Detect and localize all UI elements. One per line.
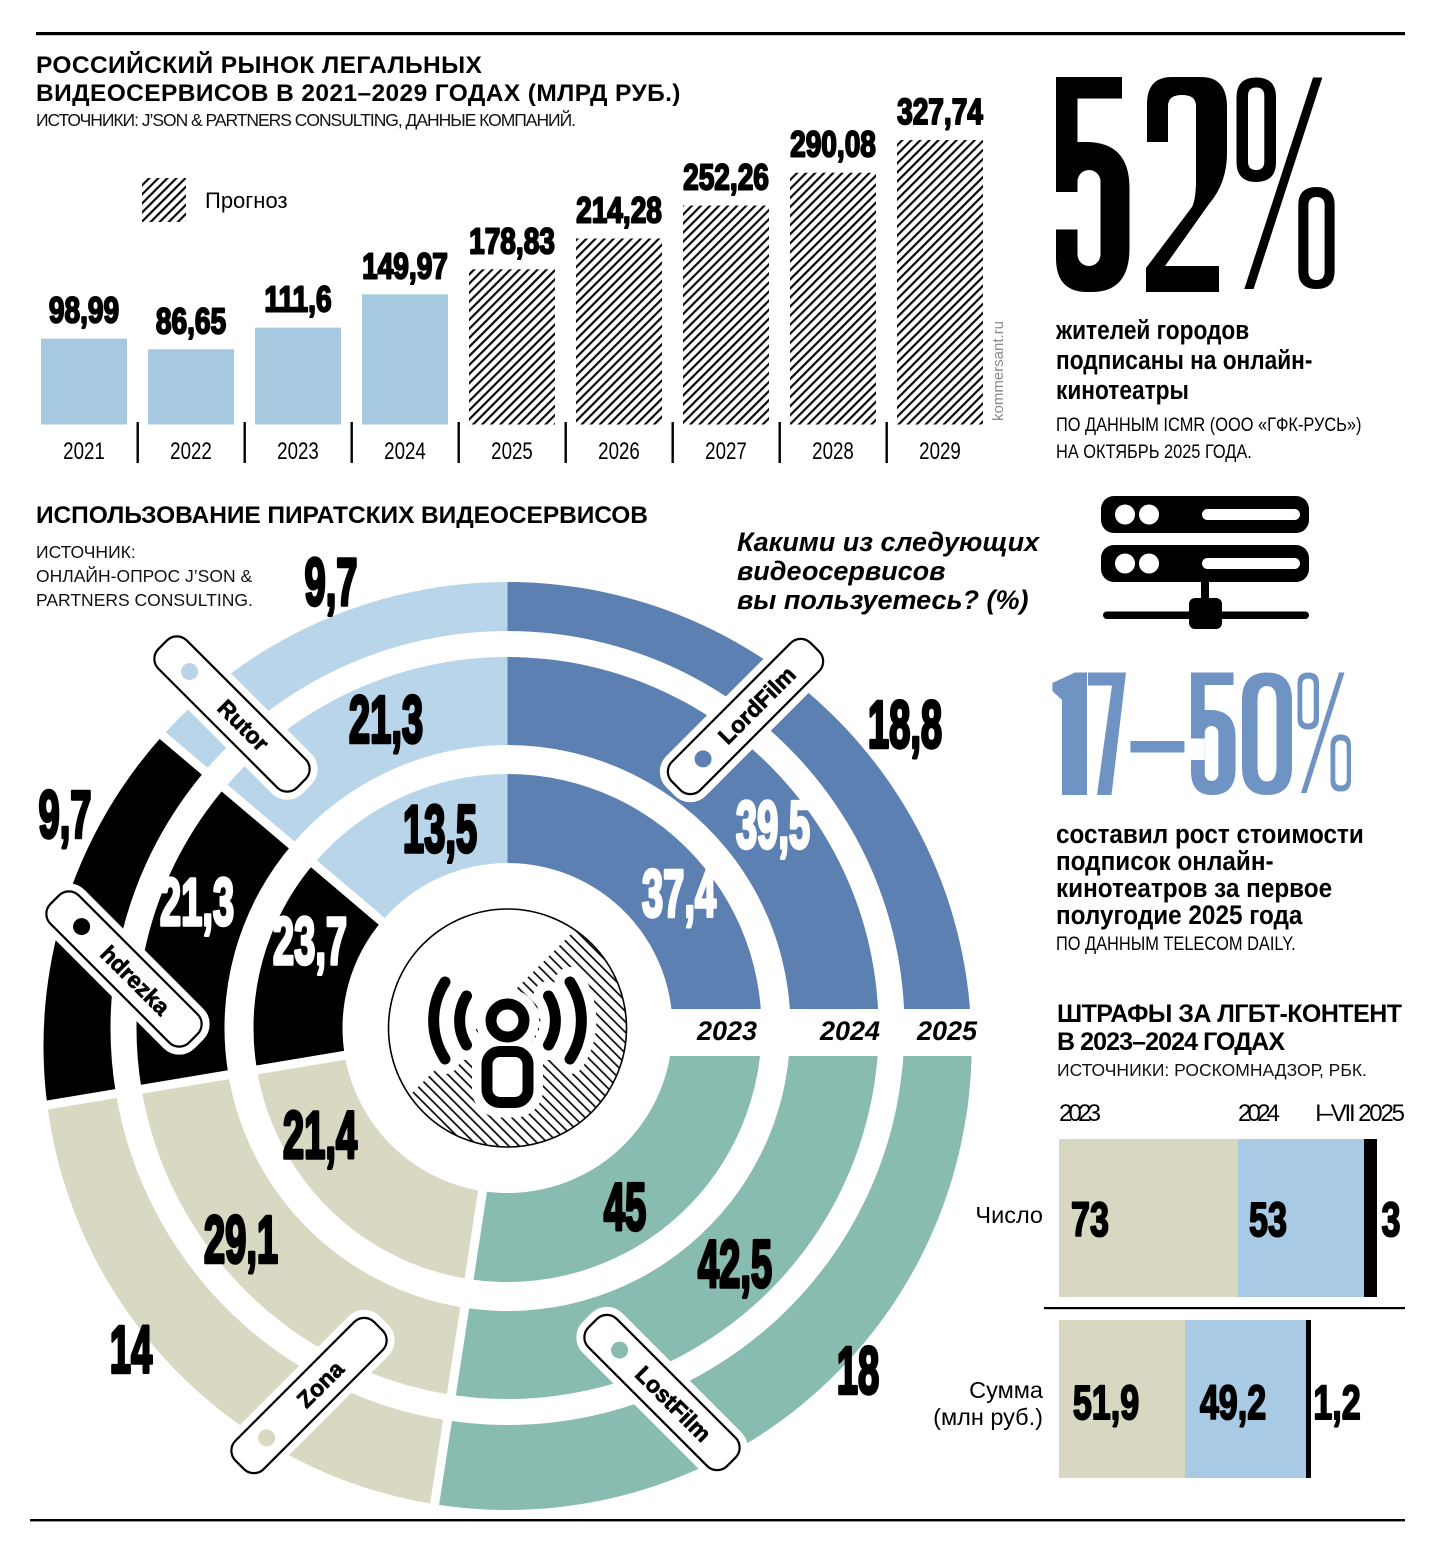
svg-text:2024: 2024 xyxy=(384,438,426,465)
svg-text:подписаны на онлайн-: подписаны на онлайн- xyxy=(1056,345,1312,375)
svg-text:51,9: 51,9 xyxy=(1073,1375,1139,1429)
svg-text:39,5: 39,5 xyxy=(736,788,810,863)
svg-text:290,08: 290,08 xyxy=(790,124,876,164)
svg-text:Сумма: Сумма xyxy=(969,1377,1044,1403)
svg-text:2028: 2028 xyxy=(812,438,854,465)
svg-text:327,74: 327,74 xyxy=(897,92,983,132)
svg-text:3: 3 xyxy=(1382,1192,1401,1246)
svg-text:ИСТОЧНИКИ: РОСКОМНАДЗОР, РБК.: ИСТОЧНИКИ: РОСКОМНАДЗОР, РБК. xyxy=(1057,1060,1367,1080)
svg-text:149,97: 149,97 xyxy=(362,246,448,286)
svg-text:ИСТОЧНИК:: ИСТОЧНИК: xyxy=(36,542,136,562)
svg-text:кинотеатров за первое: кинотеатров за первое xyxy=(1056,874,1332,903)
svg-text:ИСПОЛЬЗОВАНИЕ ПИРАТСКИХ ВИДЕОС: ИСПОЛЬЗОВАНИЕ ПИРАТСКИХ ВИДЕОСЕРВИСОВ xyxy=(36,502,648,529)
svg-text:9,7: 9,7 xyxy=(38,777,91,852)
svg-text:ОНЛАЙН-ОПРОС J’SON &: ОНЛАЙН-ОПРОС J’SON & xyxy=(36,565,252,586)
svg-text:214,28: 214,28 xyxy=(576,190,662,230)
svg-text:18,8: 18,8 xyxy=(868,687,942,762)
svg-text:45: 45 xyxy=(604,1170,646,1245)
svg-text:РОССИЙСКИЙ РЫНОК ЛЕГАЛЬНЫХ: РОССИЙСКИЙ РЫНОК ЛЕГАЛЬНЫХ xyxy=(36,51,483,79)
svg-text:13,5: 13,5 xyxy=(403,792,477,867)
svg-text:53: 53 xyxy=(1249,1192,1287,1246)
svg-text:2023: 2023 xyxy=(277,438,319,465)
svg-text:2021: 2021 xyxy=(63,438,105,465)
svg-text:подписок онлайн-: подписок онлайн- xyxy=(1056,847,1274,876)
svg-text:2026: 2026 xyxy=(598,438,640,465)
svg-text:73: 73 xyxy=(1071,1192,1109,1246)
svg-text:21,3: 21,3 xyxy=(160,865,234,940)
svg-text:111,6: 111,6 xyxy=(264,279,331,319)
svg-text:(млн руб.): (млн руб.) xyxy=(933,1404,1043,1430)
svg-text:видеосервисов: видеосервисов xyxy=(737,556,945,586)
svg-text:ВИДЕОСЕРВИСОВ В 2021–2029 ГОДА: ВИДЕОСЕРВИСОВ В 2021–2029 ГОДАХ (МЛРД РУ… xyxy=(36,80,681,107)
svg-text:18: 18 xyxy=(837,1333,879,1408)
svg-text:Прогноз: Прогноз xyxy=(205,188,288,213)
svg-text:Число: Число xyxy=(975,1202,1043,1228)
svg-text:В 2023–2024 ГОДАХ: В 2023–2024 ГОДАХ xyxy=(1057,1028,1285,1056)
svg-text:86,65: 86,65 xyxy=(156,301,226,341)
svg-text:178,83: 178,83 xyxy=(469,221,555,261)
svg-text:29,1: 29,1 xyxy=(204,1202,278,1277)
svg-text:42,5: 42,5 xyxy=(698,1227,772,1302)
svg-text:полугодие 2025 года: полугодие 2025 года xyxy=(1056,901,1303,930)
svg-text:21,3: 21,3 xyxy=(349,682,423,757)
svg-text:ИСТОЧНИКИ: J’SON & PARTNERS CO: ИСТОЧНИКИ: J’SON & PARTNERS CONSULTING, … xyxy=(36,109,576,130)
svg-text:2024: 2024 xyxy=(819,1016,880,1046)
svg-text:252,26: 252,26 xyxy=(683,157,769,197)
svg-text:14: 14 xyxy=(110,1312,153,1387)
svg-text:I–VII 2025: I–VII 2025 xyxy=(1315,1100,1405,1127)
svg-text:21,4: 21,4 xyxy=(283,1098,358,1173)
svg-text:37,4: 37,4 xyxy=(642,856,717,931)
svg-text:кинотеатры: кинотеатры xyxy=(1056,375,1189,405)
svg-text:9,7: 9,7 xyxy=(304,545,357,620)
svg-text:kommersant.ru: kommersant.ru xyxy=(990,321,1007,421)
svg-text:жителей городов: жителей городов xyxy=(1055,315,1249,345)
svg-text:Какими из следующих: Какими из следующих xyxy=(737,527,1040,557)
svg-text:ПО ДАННЫМ ICMR (ООО «ГФК-РУСЬ»: ПО ДАННЫМ ICMR (ООО «ГФК-РУСЬ») xyxy=(1056,414,1361,436)
svg-text:2025: 2025 xyxy=(491,438,533,465)
svg-text:2022: 2022 xyxy=(170,438,212,465)
svg-text:2027: 2027 xyxy=(705,438,747,465)
svg-text:23,7: 23,7 xyxy=(273,904,347,979)
svg-text:98,99: 98,99 xyxy=(49,290,119,330)
svg-text:49,2: 49,2 xyxy=(1200,1375,1266,1429)
svg-text:2023: 2023 xyxy=(696,1016,757,1046)
svg-text:ПО ДАННЫМ TELECOM DAILY.: ПО ДАННЫМ TELECOM DAILY. xyxy=(1056,933,1296,955)
svg-text:вы пользуетесь? (%): вы пользуетесь? (%) xyxy=(737,585,1029,615)
svg-text:ШТРАФЫ ЗА ЛГБТ-КОНТЕНТ: ШТРАФЫ ЗА ЛГБТ-КОНТЕНТ xyxy=(1057,1000,1402,1028)
svg-text:составил рост стоимости: составил рост стоимости xyxy=(1056,820,1364,849)
svg-text:1,2: 1,2 xyxy=(1313,1375,1360,1429)
svg-text:2029: 2029 xyxy=(919,438,961,465)
svg-text:2024: 2024 xyxy=(1238,1100,1280,1127)
svg-text:2025: 2025 xyxy=(916,1016,978,1046)
svg-text:2023: 2023 xyxy=(1059,1100,1101,1127)
svg-text:PARTNERS CONSULTING.: PARTNERS CONSULTING. xyxy=(36,590,253,610)
svg-text:НА ОКТЯБРЬ 2025 ГОДА.: НА ОКТЯБРЬ 2025 ГОДА. xyxy=(1056,441,1252,463)
